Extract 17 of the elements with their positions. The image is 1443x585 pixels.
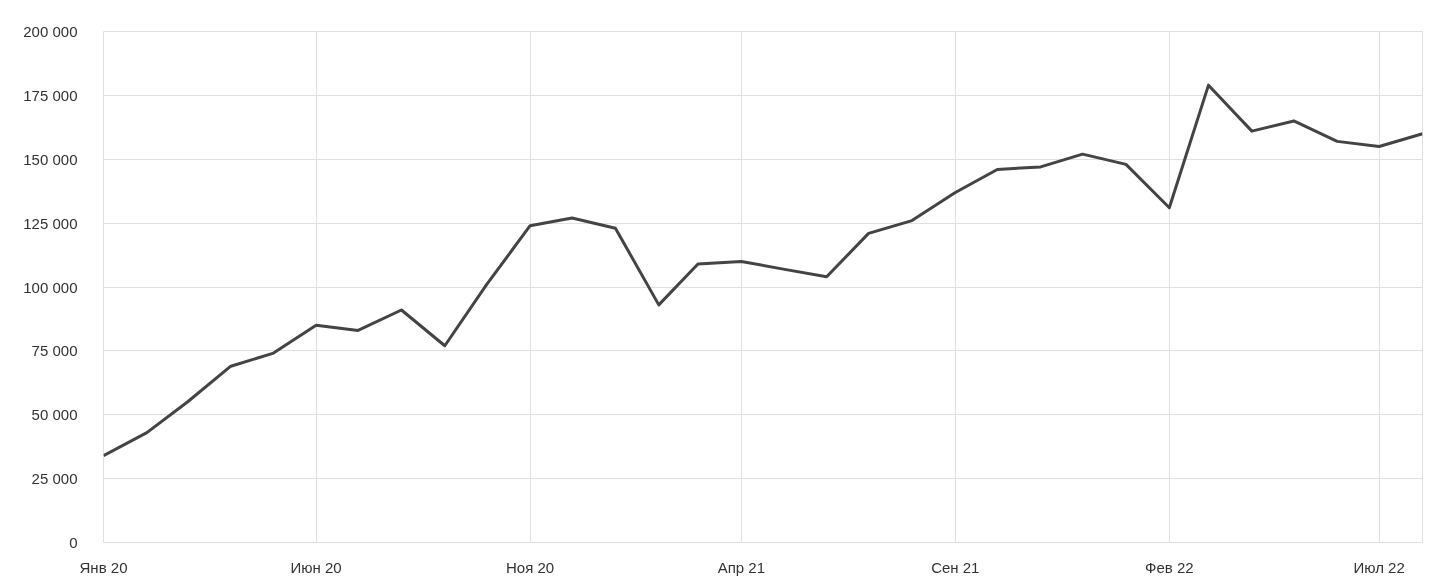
y-tick-label: 200 000 <box>23 23 78 40</box>
y-tick-label: 175 000 <box>23 86 78 104</box>
x-tick-label: Июл 22 <box>1353 558 1405 576</box>
y-tick-label: 0 <box>69 534 78 551</box>
y-tick-label: 25 000 <box>31 470 78 488</box>
x-tick-label: Июн 20 <box>290 558 342 576</box>
y-tick-label: 75 000 <box>31 342 78 360</box>
x-tick-label: Фев 22 <box>1145 558 1194 576</box>
y-tick-label: 150 000 <box>23 150 78 168</box>
x-tick-label: Ноя 20 <box>506 558 555 576</box>
y-tick-label: 100 000 <box>23 278 78 296</box>
x-tick-label: Апр 21 <box>717 558 765 576</box>
x-tick-label: Сен 21 <box>931 558 980 576</box>
y-tick-label: 125 000 <box>23 214 78 232</box>
line-series <box>103 83 1423 458</box>
x-tick-label: Янв 20 <box>79 558 128 576</box>
y-tick-label: 50 000 <box>31 406 78 424</box>
